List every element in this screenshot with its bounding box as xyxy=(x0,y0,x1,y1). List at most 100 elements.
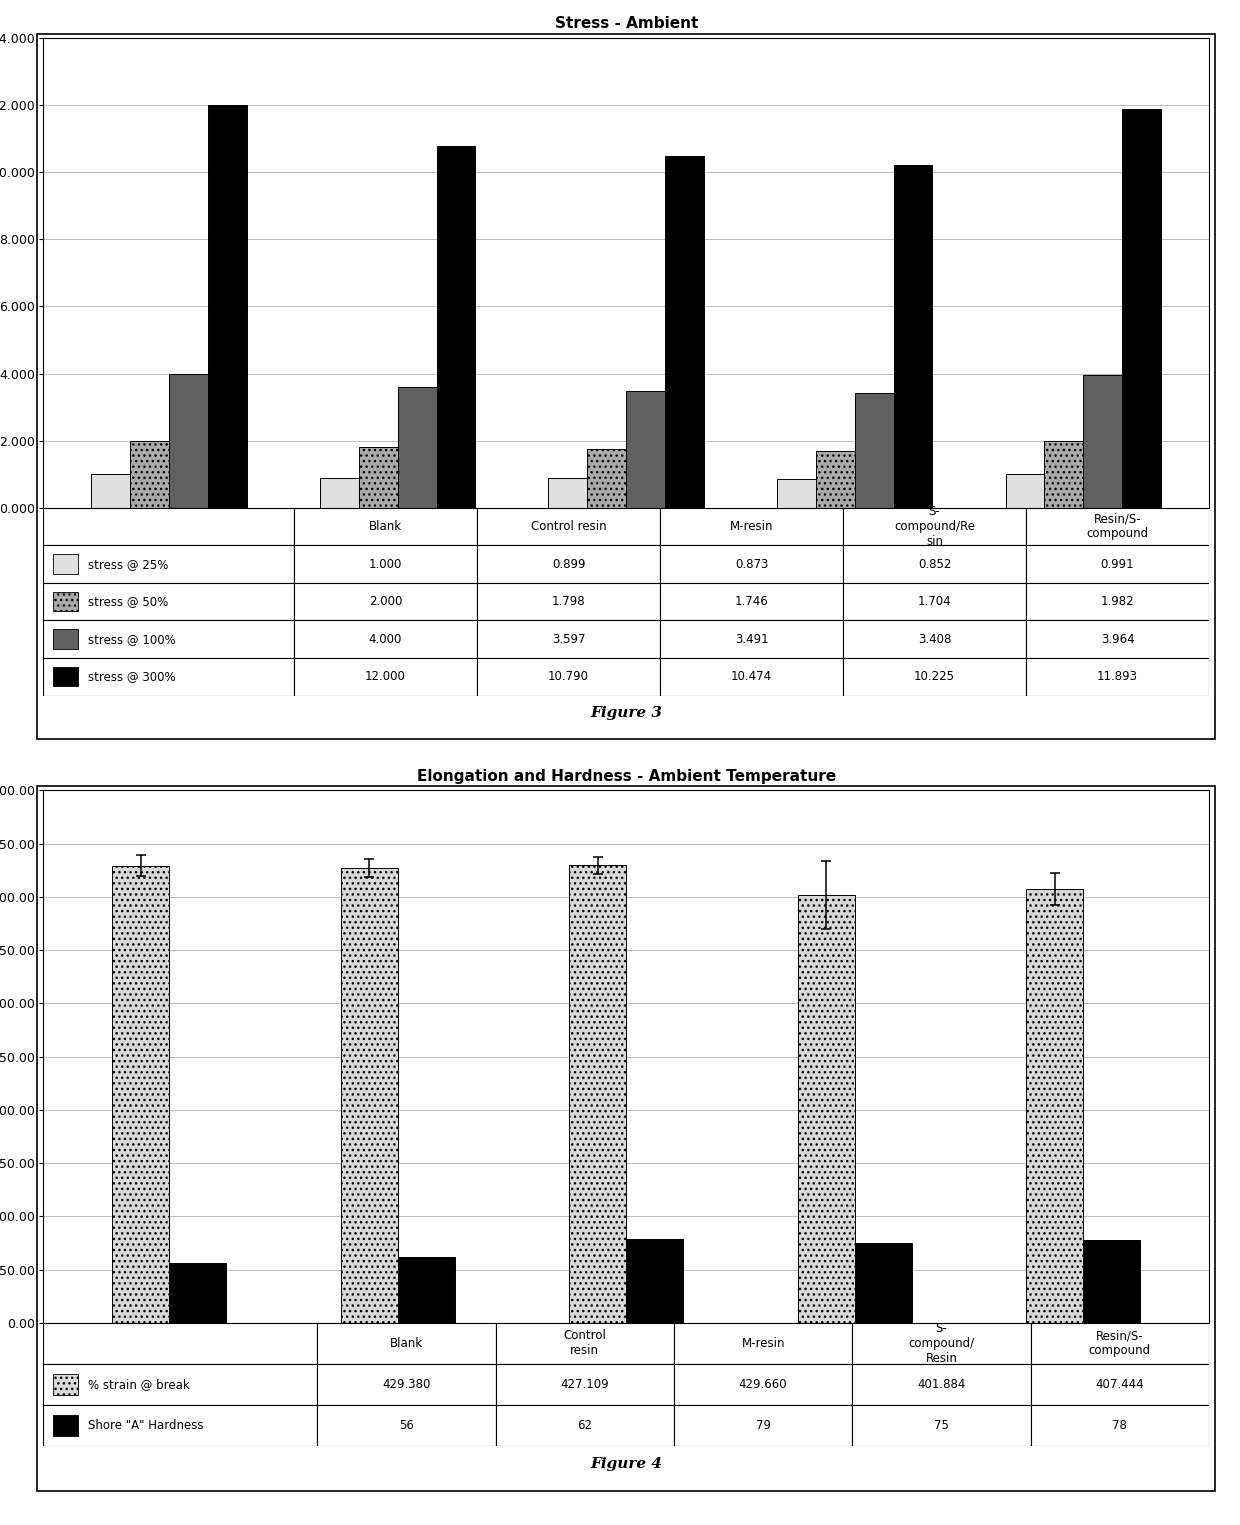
Bar xyxy=(852,1405,1030,1446)
Bar xyxy=(1030,1363,1209,1405)
Bar xyxy=(843,508,1025,546)
Bar xyxy=(626,1238,683,1324)
Text: 1.982: 1.982 xyxy=(1101,595,1135,608)
Bar xyxy=(854,1243,911,1324)
Bar xyxy=(675,1324,852,1363)
Text: 0.991: 0.991 xyxy=(1101,558,1135,570)
Title: Elongation and Hardness - Ambient Temperature: Elongation and Hardness - Ambient Temper… xyxy=(417,769,836,784)
Bar xyxy=(53,554,78,573)
Text: 1.704: 1.704 xyxy=(918,595,951,608)
Bar xyxy=(852,1324,1030,1363)
Bar xyxy=(477,583,660,621)
Bar xyxy=(852,1363,1030,1405)
Bar xyxy=(1084,375,1122,508)
Text: 1.798: 1.798 xyxy=(552,595,585,608)
Bar xyxy=(1025,621,1209,657)
Bar xyxy=(797,895,854,1324)
Bar xyxy=(816,450,854,508)
Bar xyxy=(1084,1240,1141,1324)
Text: 401.884: 401.884 xyxy=(918,1379,966,1391)
Bar xyxy=(1025,508,1209,546)
Text: M-resin: M-resin xyxy=(730,520,774,532)
Bar xyxy=(53,666,78,686)
Bar xyxy=(477,508,660,546)
Bar xyxy=(317,1324,496,1363)
Text: 2.000: 2.000 xyxy=(368,595,402,608)
Bar xyxy=(675,1363,852,1405)
Text: stress @ 50%: stress @ 50% xyxy=(88,595,167,608)
Text: 0.852: 0.852 xyxy=(918,558,951,570)
Title: Stress - Ambient: Stress - Ambient xyxy=(554,17,698,32)
Text: S-
compound/Re
sin: S- compound/Re sin xyxy=(894,505,975,547)
Bar xyxy=(436,146,475,508)
Text: Resin/S-
compound: Resin/S- compound xyxy=(1086,512,1148,540)
Bar xyxy=(675,1405,852,1446)
Bar xyxy=(660,546,843,583)
Text: 429.660: 429.660 xyxy=(739,1379,787,1391)
Bar xyxy=(548,479,588,508)
Bar xyxy=(1122,108,1161,508)
Bar xyxy=(43,1363,317,1405)
Text: 62: 62 xyxy=(578,1418,593,1432)
Text: 427.109: 427.109 xyxy=(560,1379,609,1391)
Text: Figure 4: Figure 4 xyxy=(590,1458,662,1472)
Bar xyxy=(169,374,208,508)
Bar xyxy=(477,657,660,695)
Bar xyxy=(208,105,247,508)
Bar xyxy=(894,165,932,508)
Text: M-resin: M-resin xyxy=(742,1337,785,1350)
Bar xyxy=(477,621,660,657)
Bar xyxy=(53,1415,78,1437)
Text: 79: 79 xyxy=(755,1418,770,1432)
Bar xyxy=(1025,657,1209,695)
Bar xyxy=(294,583,477,621)
Bar xyxy=(1030,1324,1209,1363)
Bar xyxy=(1044,441,1084,508)
Bar xyxy=(53,1374,78,1395)
Text: 10.790: 10.790 xyxy=(548,669,589,683)
Bar xyxy=(294,621,477,657)
Bar xyxy=(317,1405,496,1446)
Bar xyxy=(169,1263,226,1324)
Text: 3.408: 3.408 xyxy=(918,633,951,645)
Text: stress @ 25%: stress @ 25% xyxy=(88,558,169,570)
Text: 429.380: 429.380 xyxy=(382,1379,430,1391)
Bar xyxy=(43,1324,317,1363)
Text: Blank: Blank xyxy=(389,1337,423,1350)
Bar xyxy=(496,1324,675,1363)
Text: 0.873: 0.873 xyxy=(735,558,769,570)
Bar xyxy=(843,621,1025,657)
Bar xyxy=(43,1405,317,1446)
Bar xyxy=(294,508,477,546)
Bar xyxy=(626,390,665,508)
Bar xyxy=(130,441,169,508)
Bar xyxy=(1030,1405,1209,1446)
Text: 12.000: 12.000 xyxy=(365,669,405,683)
Bar xyxy=(92,474,130,508)
Text: 4.000: 4.000 xyxy=(368,633,402,645)
Text: Shore "A" Hardness: Shore "A" Hardness xyxy=(88,1418,203,1432)
Bar xyxy=(1025,546,1209,583)
Bar xyxy=(341,868,398,1324)
Bar xyxy=(854,393,894,508)
Text: % strain @ break: % strain @ break xyxy=(88,1379,190,1391)
Text: 407.444: 407.444 xyxy=(1095,1379,1145,1391)
Bar xyxy=(477,546,660,583)
Bar xyxy=(43,508,294,546)
Bar xyxy=(294,657,477,695)
Text: Resin/S-
compound: Resin/S- compound xyxy=(1089,1330,1151,1357)
Bar xyxy=(43,546,294,583)
Bar xyxy=(43,621,294,657)
Bar xyxy=(843,546,1025,583)
Text: 75: 75 xyxy=(934,1418,949,1432)
Bar xyxy=(660,621,843,657)
Text: 3.491: 3.491 xyxy=(734,633,769,645)
Bar xyxy=(496,1363,675,1405)
Text: 1.746: 1.746 xyxy=(734,595,769,608)
Bar xyxy=(358,447,398,508)
Bar xyxy=(1006,474,1044,508)
Bar xyxy=(777,479,816,508)
Bar xyxy=(294,546,477,583)
Bar xyxy=(588,450,626,508)
Text: Figure 3: Figure 3 xyxy=(590,706,662,720)
